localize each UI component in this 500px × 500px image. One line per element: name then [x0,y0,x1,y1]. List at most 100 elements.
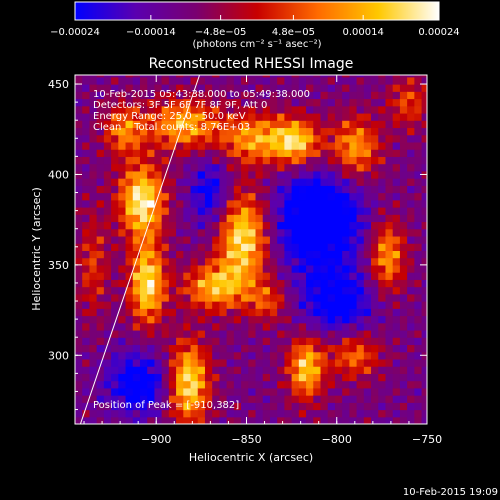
heatmap-cell [262,250,271,259]
heatmap-cell [219,75,228,78]
heatmap-cell [204,293,213,302]
heatmap-cell [125,293,134,302]
heatmap-cell [363,344,372,353]
heatmap-cell [342,337,350,346]
heatmap-cell [298,228,307,237]
heatmap-cell [269,387,278,396]
heatmap-cell [226,207,235,215]
heatmap-cell [197,351,206,360]
heatmap-cell [378,402,387,411]
heatmap-cell [378,76,387,85]
heatmap-cell [298,351,307,360]
heatmap-cell [349,250,358,259]
heatmap-cell [378,387,387,396]
heatmap-cell [233,134,242,143]
heatmap-cell [342,199,350,208]
heatmap-cell [89,134,98,143]
heatmap-cell [284,301,293,309]
heatmap-cell [176,293,184,302]
heatmap-cell [241,127,249,136]
heatmap-cell [392,141,401,150]
heatmap-cell [118,409,127,418]
heatmap-cell [96,185,105,194]
heatmap-cell [168,127,177,136]
heatmap-cell [176,395,184,403]
heatmap-cell [75,264,83,273]
heatmap-cell [219,84,228,92]
heatmap-cell [306,257,314,266]
heatmap-cell [392,243,401,251]
heatmap-cell [378,264,387,273]
heatmap-cell [125,141,134,150]
heatmap-cell [103,286,112,295]
heatmap-cell [154,337,163,346]
heatmap-cells [75,75,427,424]
heatmap-cell [147,120,156,129]
heatmap-cell [197,185,206,194]
heatmap-cell [399,395,408,403]
heatmap-cell [197,105,206,114]
heatmap-cell [327,416,336,424]
heatmap-cell [125,301,134,309]
heatmap-cell [125,185,134,194]
heatmap-cell [212,112,221,121]
heatmap-cell [327,315,336,324]
heatmap-cell [168,156,177,165]
heatmap-cell [147,98,156,107]
heatmap-cell [125,257,134,266]
heatmap-cell [125,98,134,107]
heatmap-cell [248,279,257,288]
heatmap-cell [327,178,336,186]
heatmap-cell [298,91,307,100]
heatmap-cell [414,380,423,389]
heatmap-cell [255,387,264,396]
heatmap-cell [298,185,307,194]
heatmap-cell [269,228,278,237]
heatmap-cell [269,207,278,215]
heatmap-cell [212,315,221,324]
heatmap-cell [262,387,271,396]
heatmap-cell [241,149,249,157]
heatmap-cell [183,112,192,121]
heatmap-cell [82,380,91,389]
heatmap-cell [334,207,343,215]
heatmap-cell [212,257,221,266]
heatmap-cell [125,279,134,288]
heatmap-cell [89,149,98,157]
heatmap-cell [183,358,192,367]
heatmap-cell [385,301,394,309]
heatmap-cell [139,120,148,129]
heatmap-cell [306,192,314,201]
heatmap-cell [197,214,206,223]
heatmap-cell [371,199,379,208]
heatmap-cell [168,235,177,244]
heatmap-cell [212,221,221,230]
heatmap-cell [176,75,184,78]
heatmap-cell [75,409,83,418]
heatmap-cell [82,344,91,353]
heatmap-cell [139,250,148,259]
heatmap-cell [233,178,242,186]
heatmap-cell [407,134,415,143]
heatmap-cell [269,84,278,92]
heatmap-cell [269,170,278,179]
heatmap-cell [154,308,163,317]
heatmap-cell [89,358,98,367]
heatmap-cell [161,112,170,121]
heatmap-cell [248,322,257,331]
heatmap-cell [132,156,141,165]
heatmap-cell [197,199,206,208]
heatmap-cell [342,112,350,121]
heatmap-cell [320,344,329,353]
heatmap-cell [414,272,423,280]
heatmap-cell [255,76,264,85]
heatmap-cell [327,366,336,374]
heatmap-cell [154,366,163,374]
heatmap-cell [226,141,235,150]
heatmap-cell [82,221,91,230]
heatmap-cell [399,178,408,186]
heatmap-cell [197,315,206,324]
heatmap-cell [327,149,336,157]
heatmap-cell [255,134,264,143]
heatmap-cell [248,395,257,403]
